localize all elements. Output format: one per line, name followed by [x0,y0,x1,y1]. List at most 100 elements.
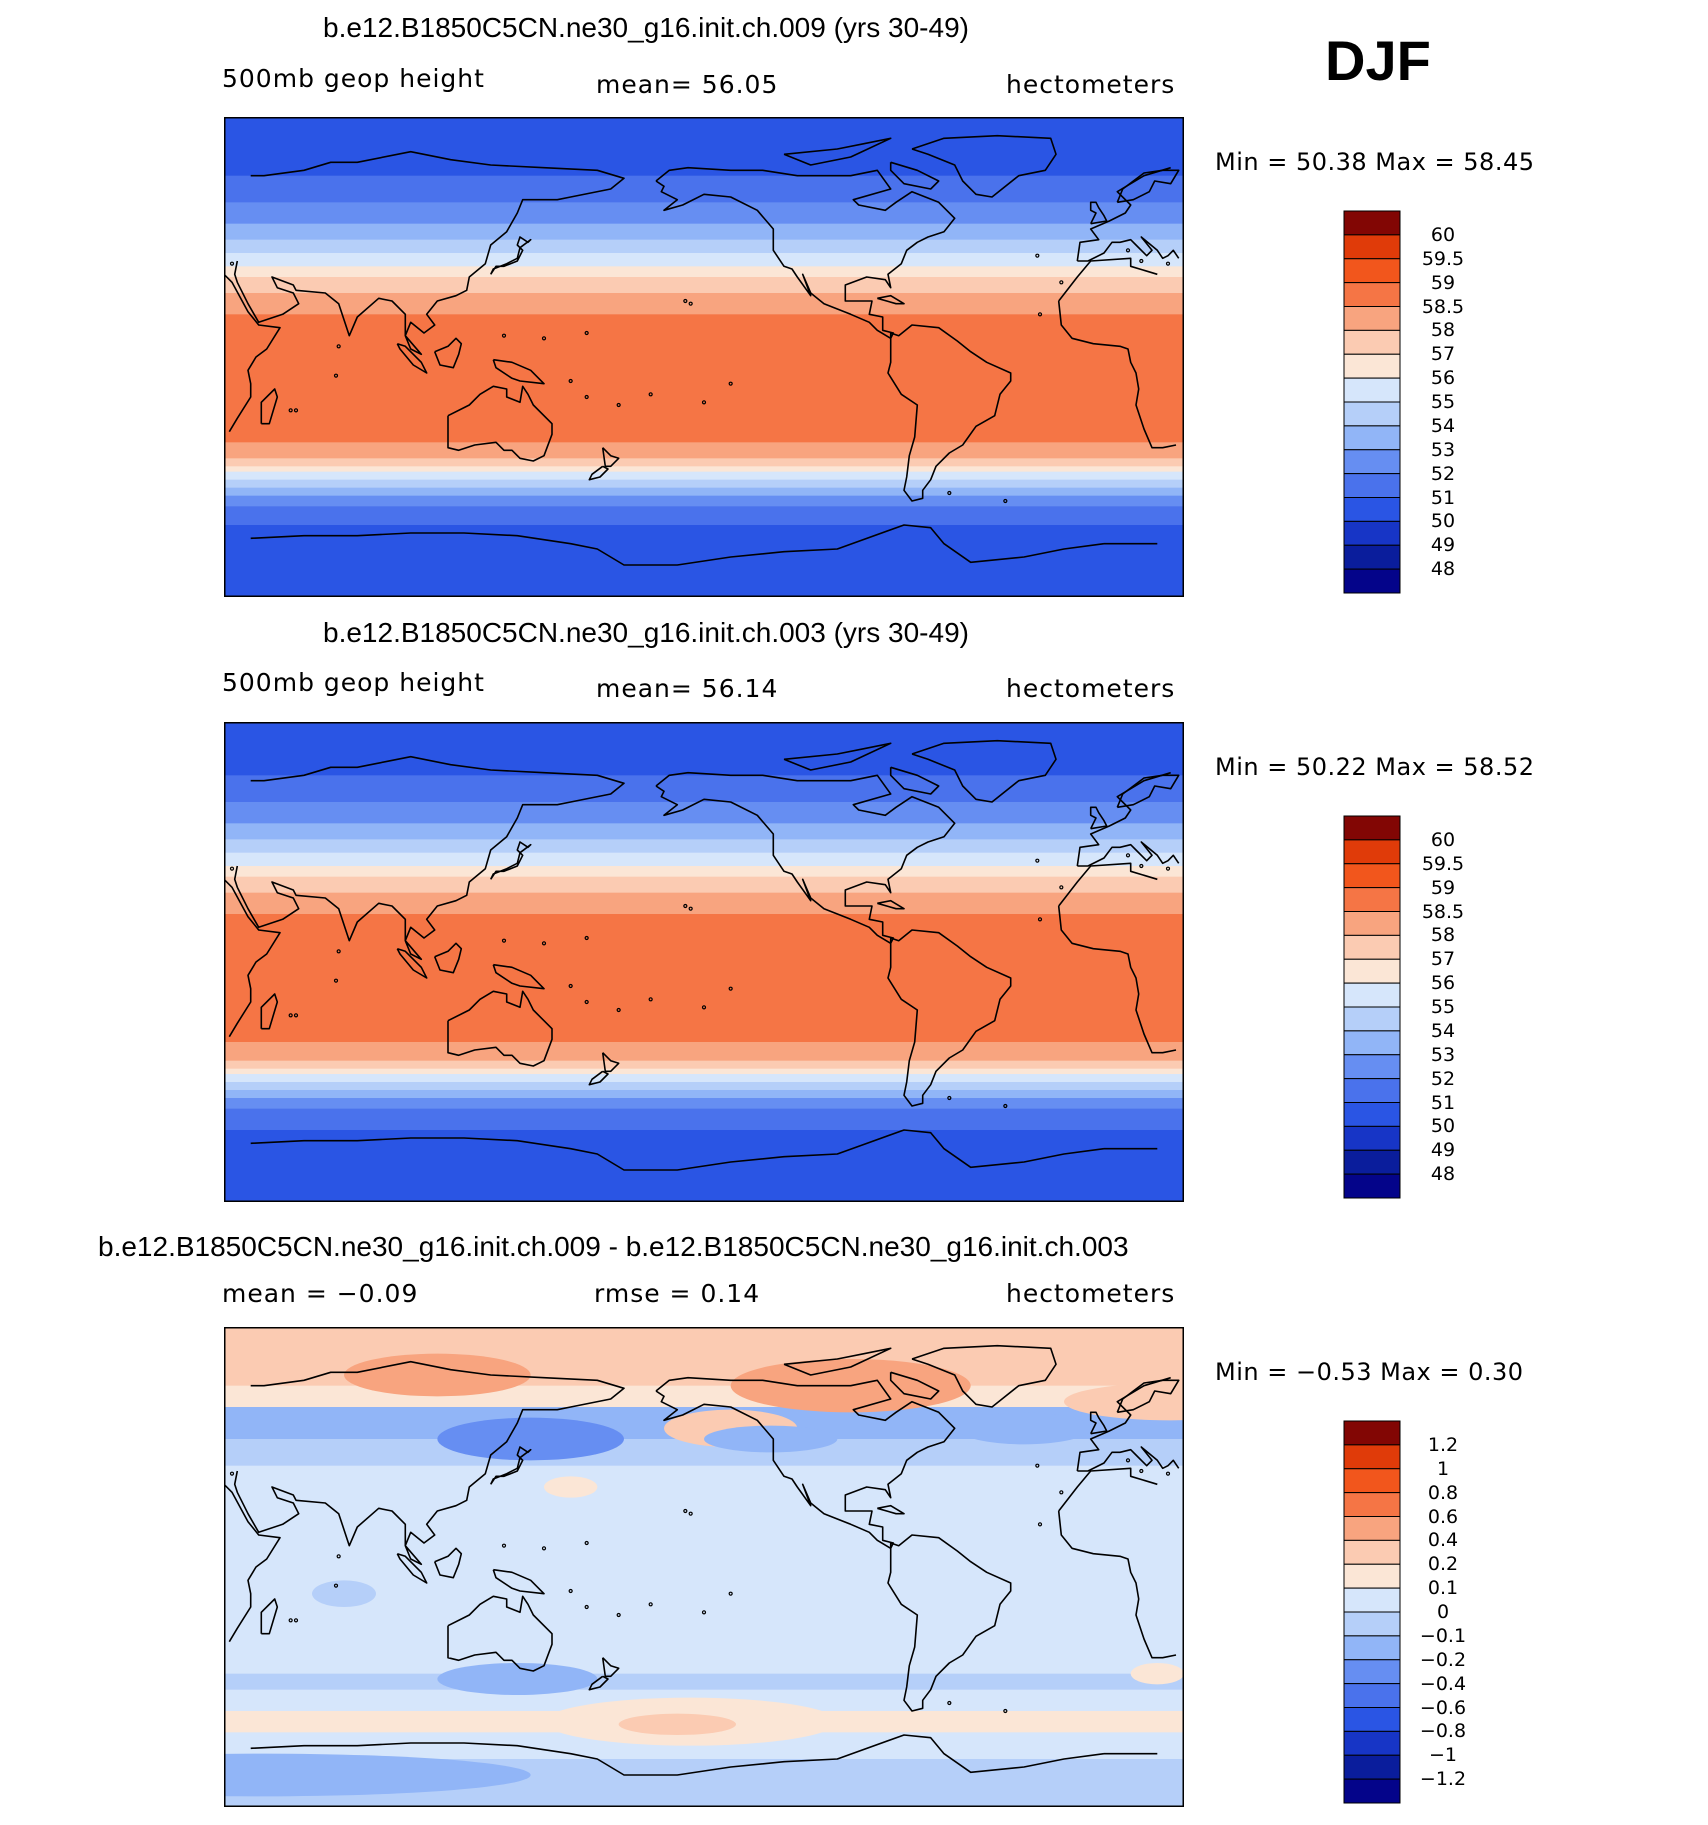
colorbar-tick-label: −1.2 [1419,1768,1467,1791]
colorbar-box [1343,234,1401,260]
coast-island [701,1610,707,1615]
colorbar-tick-label: 53 [1430,1043,1456,1066]
colorbar-tick-label: 51 [1430,1091,1456,1114]
coast-island [1125,248,1131,253]
panel-1-mean-label: mean= 56.05 [596,70,779,99]
map-frame [224,722,1184,1202]
coast-island [1037,1522,1043,1527]
colorbar-tick-label: 60 [1430,828,1456,851]
contour-band [224,223,1184,241]
coast-island [947,490,952,496]
contour-band [224,866,1184,878]
coast-africa [224,257,1177,449]
colorbar-tick-label: 50 [1430,1115,1456,1138]
coast-newzealand-south [588,1675,609,1691]
contour-band [224,1465,1184,1675]
colorbar-tick-label: 60 [1430,223,1456,246]
colorbar-box [1343,911,1401,936]
colorbar-box [1343,1420,1401,1446]
coast-island [293,1013,299,1018]
coast-island [616,1612,621,1618]
colorbar-tick-label: −1 [1428,1744,1457,1767]
colorbar-box [1343,1102,1401,1127]
panel-2-title: b.e12.B1850C5CN.ne30_g16.init.ch.003 (yr… [323,617,969,648]
coast-north-america [655,1376,956,1550]
coast-newguinea [492,1568,545,1595]
coast-island [683,298,688,304]
coast-island [333,1583,339,1588]
colorbar-box [1343,839,1401,865]
coast-island [947,1700,952,1706]
colorbar-box [1343,449,1401,475]
coast-island [688,1511,693,1516]
coast-island [293,408,299,413]
contour-band [224,852,1184,867]
colorbar-box [1343,1173,1401,1199]
contour-band [224,722,1184,776]
coast-island [568,378,573,384]
colorbar-box [1343,520,1401,546]
colorbar-box [1343,425,1401,451]
colorbar-box [1343,1587,1401,1613]
contour-band [224,471,1184,481]
coast-island [1037,917,1043,922]
coast-island [683,903,688,909]
coast-sumatra [396,947,428,979]
contour-band [224,892,1184,915]
contour-anomaly [344,1353,531,1397]
panel-1-units-label: hectometers [1006,70,1176,99]
coast-arctic-islands [783,1347,892,1376]
contour-band [224,1074,1184,1083]
contour-band [224,802,1184,824]
colorbar-box [1343,1539,1401,1565]
colorbar-tick-label: 58 [1430,924,1456,947]
colorbar-tick-label: 50 [1430,510,1456,533]
panel-3-minmax: Min = −0.53 Max = 0.30 [1215,1358,1524,1386]
coast-island [501,1543,507,1548]
colorbar-box [1343,1635,1401,1661]
coast-island [584,394,589,400]
contour-anomaly [437,1417,624,1461]
coast-island [288,408,293,413]
colorbar-tick-label: 57 [1430,343,1456,366]
contour-band [224,314,1184,443]
coast-island [1003,498,1008,504]
coast-cuba [877,1504,905,1515]
colorbar-tick-label: −0.6 [1419,1696,1467,1719]
coast-island [1139,863,1144,869]
panel-2-map [224,722,1184,1202]
coast-cuba [877,294,905,305]
coast-island [1059,885,1064,890]
coast-island [229,261,235,266]
coast-island [568,1588,573,1594]
panel-3-colorbar: 1.2 1 0.8 0.6 0.4 0.2 0.1 0 −0.1 −0.2 −0.4 −0.6 −0.8… [1343,1420,1466,1804]
colorbar-box [1343,1707,1401,1732]
coast-island [333,373,339,378]
panel-2-variable-label: 500mb geop height [222,668,485,697]
coast-baffin [889,766,940,795]
coast-island [501,938,507,943]
colorbar-tick-label: 55 [1430,996,1456,1018]
colorbar-box [1343,815,1401,841]
coast-island [1003,1103,1008,1109]
coast-island [336,1554,341,1559]
contour-anomaly [224,1753,531,1797]
contour-band [224,239,1184,254]
coast-island [1059,280,1064,285]
contour-band [224,495,1184,507]
coast-island [728,1591,733,1596]
coast-island [541,1546,547,1551]
coast-island [947,1095,952,1101]
coast-island [1035,253,1040,258]
colorbar-tick-label: 58.5 [1421,295,1465,318]
contour-band [224,202,1184,225]
colorbar-tick-label: 0.4 [1427,1529,1459,1552]
colorbar-box [1343,958,1401,984]
coast-arctic-islands [783,137,892,166]
coast-greenland [911,739,1057,803]
colorbar-box [1343,1030,1401,1056]
coast-island [1165,261,1171,266]
colorbar-tick-label: −0.1 [1419,1624,1467,1647]
coast-island [728,986,733,991]
contour-anomaly [437,1663,598,1695]
